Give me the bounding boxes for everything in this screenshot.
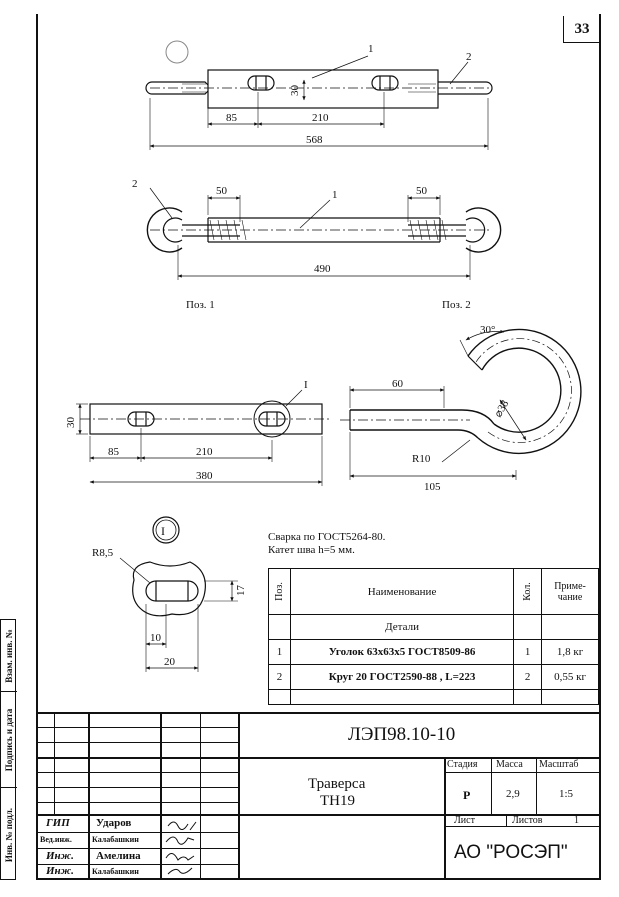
sidebar-stamp: Взам. инв. № Подпись и дата Инв. № подл. [0,619,17,880]
detail-view [119,516,238,672]
punch-hole-icon [165,40,189,64]
detail-mark: I [304,379,308,391]
stage-label: Стадия [447,759,478,770]
parts-header-row: Поз. Наименование Кол. Приме-чание [268,568,599,615]
company-name: АО "РОСЭП" [454,842,568,863]
signature-name: Калабашкин [92,867,139,876]
parts-table: Поз. Наименование Кол. Приме-чание Детал… [268,568,599,705]
scale-value: 1:5 [559,788,574,800]
doc-code: ЛЭП98.10-10 [348,724,456,745]
dim-label: 20 [164,656,176,668]
table-row: 2 Круг 20 ГОСТ2590-88 , L=223 2 0,55 кг [268,664,599,690]
row-note: 0,55 кг [541,664,599,690]
dim-label: 30 [65,417,77,429]
page-number: 33 [563,16,600,43]
dim-label: 490 [314,263,331,275]
note-welding: Сварка по ГОСТ5264-80. [268,531,386,543]
pos2-view [340,328,582,480]
dim-label: 17 [235,585,247,597]
pos-label-1: 1 [368,43,374,55]
title-line2: ТН19 [320,793,355,809]
pos-label-1: 1 [332,189,338,201]
stage-value: Р [463,788,471,802]
sheets-value: 1 [574,815,579,826]
header-pos: Поз. [268,568,291,615]
dim-label: 85 [226,112,238,124]
header-qty: Кол. [513,568,543,615]
note-weld-leg: Катет шва h=5 мм. [268,544,355,556]
section-title: Детали [289,614,515,640]
sheets-label: Листов [512,815,543,826]
row-name: Уголок 63x63x5 ГОСТ8509-86 [289,639,515,665]
dim-label: 60 [392,378,404,390]
dim-label: 105 [424,481,441,493]
signature-role: ГИП [46,817,70,829]
signature-role: Инж. [46,850,74,862]
section-empty [268,614,291,640]
detail-mark: I [161,524,165,538]
dim-label: 210 [196,446,213,458]
header-pos-label: Поз. [273,582,285,601]
mass-label: Масса [496,759,523,770]
mass-value: 2,9 [506,788,520,800]
dim-label: ⌀38 [492,398,511,420]
row-name: Круг 20 ГОСТ2590-88 , L=223 [289,664,515,690]
row-pos: 1 [268,639,291,665]
header-note: Приме-чание [541,568,599,615]
handwritten-signatures [165,821,197,875]
dim-label: 30° [480,324,495,336]
dim-label: 30 [289,85,301,97]
pos2-caption: Поз. 2 [442,299,471,311]
signature-name: Ударов [96,817,132,829]
top-view [145,55,493,150]
header-qty-label: Кол. [522,582,534,601]
empty-cell [513,689,543,705]
row-qty: 2 [513,664,543,690]
pos1-view [76,389,330,486]
pos-label-2: 2 [132,178,138,190]
sheet-label: Лист [454,815,475,826]
dim-label: 50 [216,185,228,197]
row-note: 1,8 кг [541,639,599,665]
header-name: Наименование [289,568,515,615]
signature-role: Инж. [46,865,74,877]
section-empty [541,614,599,640]
dim-label: 50 [416,185,428,197]
sidebar-cell-replacement: Взам. инв. № [1,620,17,692]
dim-label: R8,5 [92,547,114,559]
empty-cell [268,689,291,705]
sidebar-cell-signature: Подпись и дата [1,692,17,788]
dim-label: 210 [312,112,329,124]
dim-label: 10 [150,632,162,644]
dim-label: 380 [196,470,213,482]
parts-section-row: Детали [268,614,599,640]
title-line1: Траверса [308,776,366,792]
table-row: 1 Уголок 63x63x5 ГОСТ8509-86 1 1,8 кг [268,639,599,665]
row-qty: 1 [513,639,543,665]
row-pos: 2 [268,664,291,690]
pos1-caption: Поз. 1 [186,299,215,311]
signature-name: Калабашкин [92,835,139,844]
empty-cell [289,689,515,705]
sheet-frame [36,14,601,880]
dim-label: R10 [412,453,431,465]
dim-label: 85 [108,446,120,458]
signature-role: Вед.инж. [40,835,72,844]
section-empty [513,614,543,640]
pos-label-2: 2 [466,51,472,63]
signature-name: Амелина [96,850,141,862]
title-block: ЛЭП98.10-10 Траверса ТН19 Стадия Масса М… [36,712,601,880]
table-row-empty [268,689,599,705]
empty-cell [541,689,599,705]
front-view [146,187,502,280]
dim-label: 568 [306,134,323,146]
scale-label: Масштаб [539,759,579,770]
